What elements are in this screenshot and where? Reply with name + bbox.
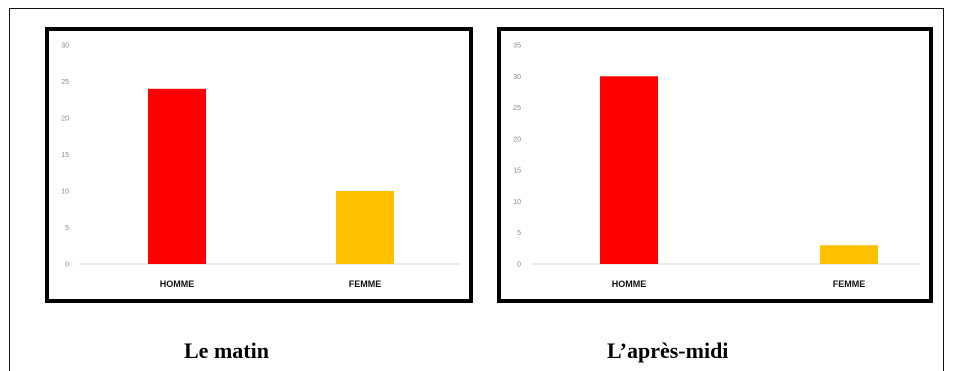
- bar-chart-apres-midi: 0 5 10 15 20 25 30 35 HOMME FEMME: [513, 43, 919, 289]
- y-tick-label: 15: [513, 168, 521, 175]
- category-label-femme: FEMME: [349, 279, 382, 289]
- y-tick-label: 35: [513, 43, 521, 50]
- chart-panel-matin: 0 5 10 15 20 25 30 HOMME FEMME: [45, 27, 473, 303]
- y-tick-label: 30: [61, 43, 69, 50]
- caption-matin: Le matin: [184, 338, 269, 363]
- chart-panel-apres-midi: 0 5 10 15 20 25 30 35 HOMME FEMME: [497, 27, 933, 303]
- bar-chart-matin: 0 5 10 15 20 25 30 HOMME FEMME: [61, 43, 461, 289]
- y-tick-label: 5: [65, 225, 69, 232]
- category-label-homme: HOMME: [612, 279, 647, 289]
- figure-frame: [9, 8, 944, 371]
- y-tick-label: 20: [513, 136, 521, 143]
- y-tick-label: 5: [517, 230, 521, 237]
- bar-homme: [600, 76, 658, 265]
- y-tick-label: 15: [61, 152, 69, 159]
- y-tick-label: 10: [513, 199, 521, 206]
- category-label-femme: FEMME: [833, 279, 866, 289]
- y-tick-label: 25: [513, 105, 521, 112]
- y-tick-label: 0: [65, 262, 69, 269]
- y-tick-label: 10: [61, 189, 69, 196]
- category-label-homme: HOMME: [160, 279, 195, 289]
- bar-femme: [336, 191, 394, 264]
- bar-homme: [148, 88, 206, 264]
- caption-apres-midi: L’après-midi: [607, 338, 729, 363]
- bar-femme: [820, 245, 878, 264]
- y-tick-label: 0: [517, 262, 521, 269]
- y-tick-label: 20: [61, 116, 69, 123]
- y-tick-label: 25: [61, 79, 69, 86]
- y-tick-label: 30: [513, 74, 521, 81]
